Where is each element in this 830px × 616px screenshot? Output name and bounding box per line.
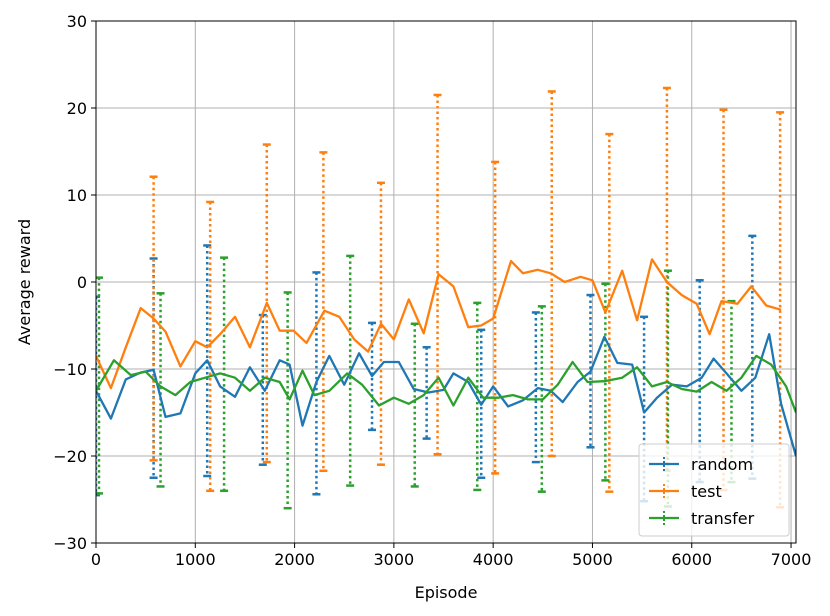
random-legend-label: random <box>691 455 753 474</box>
transfer-series-line <box>96 354 796 413</box>
series-lines <box>96 258 796 457</box>
x-tick-label: 7000 <box>771 550 812 569</box>
test-series-line <box>96 258 782 390</box>
y-tick-label: 20 <box>67 99 87 118</box>
x-tick-label: 6000 <box>671 550 712 569</box>
legend: random test transfer <box>638 443 790 537</box>
x-tick-label: 1000 <box>175 550 216 569</box>
y-tick-label: 0 <box>77 273 87 292</box>
y-tick-label: −30 <box>53 534 87 553</box>
y-tick-label: −20 <box>53 447 87 466</box>
y-axis-label: Average reward <box>15 219 34 345</box>
y-axis-ticks: −30 −20 −10 0 10 20 30 <box>53 12 96 553</box>
test-legend-label: test <box>691 482 722 501</box>
y-tick-label: 10 <box>67 186 87 205</box>
y-tick-label: −10 <box>53 360 87 379</box>
transfer-legend-label: transfer <box>691 509 755 528</box>
x-tick-label: 4000 <box>473 550 514 569</box>
x-axis-ticks: 0 1000 2000 3000 4000 5000 6000 7000 <box>91 543 811 569</box>
x-tick-label: 3000 <box>374 550 415 569</box>
x-tick-label: 2000 <box>274 550 315 569</box>
x-axis-label: Episode <box>415 583 478 602</box>
x-tick-label: 5000 <box>572 550 613 569</box>
legend-box <box>638 443 790 537</box>
y-tick-label: 30 <box>67 12 87 31</box>
random-series-line <box>96 333 796 457</box>
x-tick-label: 0 <box>91 550 101 569</box>
